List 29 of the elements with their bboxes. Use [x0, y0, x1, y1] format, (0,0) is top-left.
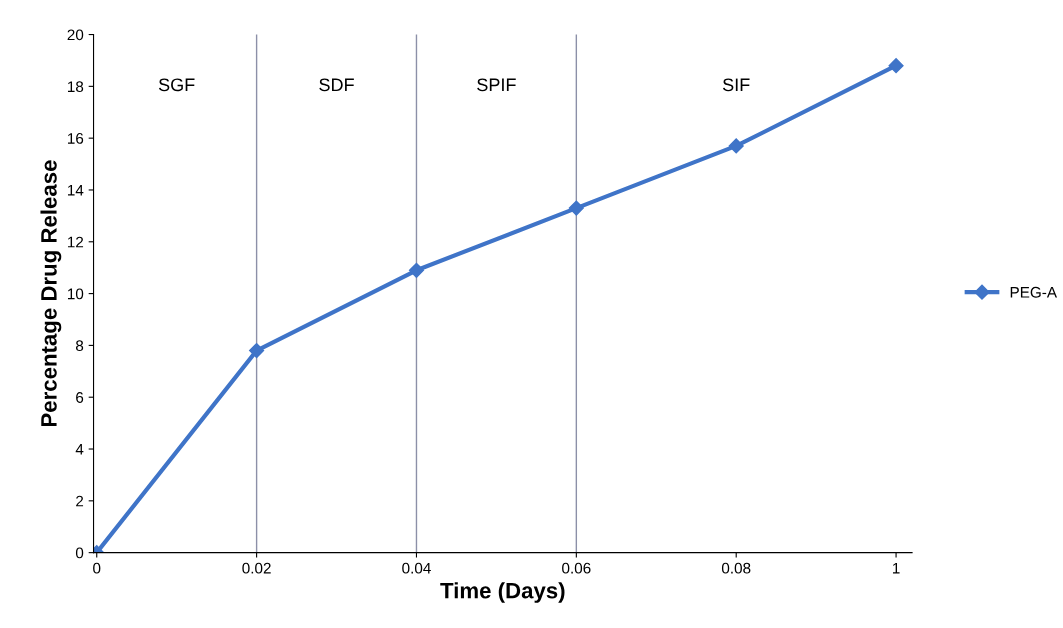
x-tick-label: 0.08 [721, 562, 751, 574]
x-axis-title: Time (Days) [440, 582, 565, 603]
y-axis-title: Percentage Drug Release [40, 160, 62, 427]
y-tick-label: 16 [67, 133, 84, 144]
y-tick-label: 8 [75, 340, 84, 352]
point [888, 58, 904, 74]
x-tick-label: 0.06 [562, 562, 591, 574]
x-tick-label: 0.02 [242, 562, 271, 574]
point [249, 343, 265, 359]
point [728, 138, 744, 154]
y-tick-label: 14 [67, 185, 84, 196]
x-tick-label: 1 [892, 562, 900, 574]
y-tick-label: 6 [76, 392, 84, 403]
legend-label: PEG-A [1010, 286, 1058, 298]
annotation: SDF [319, 78, 354, 92]
point [408, 262, 425, 278]
y-tick-label: 10 [67, 288, 84, 300]
point [568, 200, 584, 216]
annotation: SPIF [477, 78, 516, 92]
x-tick-label: 0 [93, 562, 101, 574]
y-tick-label: 12 [67, 236, 84, 248]
annotation: SIF [722, 78, 750, 92]
y-tick-label: 2 [76, 495, 84, 507]
annotation: SGF [158, 78, 195, 92]
y-tick-label: 0 [75, 547, 84, 559]
y-tick-label: 4 [75, 444, 84, 455]
y-tick-label: 20 [67, 29, 84, 41]
y-tick-label: 18 [67, 81, 84, 93]
x-tick-label: 0.04 [402, 562, 431, 574]
